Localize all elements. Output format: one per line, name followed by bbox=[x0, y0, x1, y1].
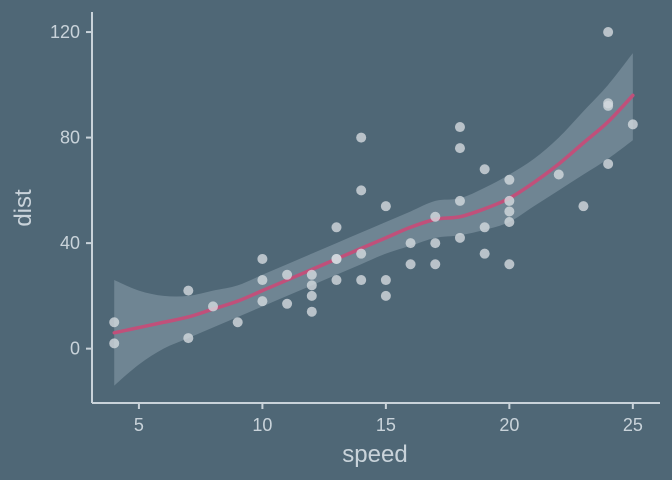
data-point bbox=[208, 301, 219, 312]
data-point bbox=[356, 132, 367, 143]
data-point bbox=[479, 164, 490, 175]
data-point bbox=[454, 143, 465, 154]
data-point bbox=[306, 269, 317, 280]
x-tick-label: 20 bbox=[499, 415, 519, 435]
data-point bbox=[454, 122, 465, 133]
data-point bbox=[109, 338, 120, 349]
smooth-trend-line bbox=[112, 93, 635, 335]
data-point bbox=[504, 206, 515, 217]
x-axis-title: speed bbox=[342, 441, 407, 468]
data-point bbox=[405, 238, 416, 249]
data-point bbox=[553, 169, 564, 180]
data-point bbox=[356, 185, 367, 196]
data-point bbox=[331, 253, 342, 264]
data-point bbox=[479, 248, 490, 259]
data-point bbox=[504, 217, 515, 228]
data-point bbox=[232, 317, 243, 328]
data-point bbox=[257, 296, 268, 307]
data-point bbox=[109, 317, 120, 328]
y-tick-label: 0 bbox=[70, 339, 80, 359]
data-point bbox=[183, 285, 194, 296]
data-point bbox=[430, 211, 441, 222]
x-tick-label: 10 bbox=[252, 415, 272, 435]
y-axis-title: dist bbox=[10, 189, 37, 227]
data-point bbox=[282, 298, 293, 309]
data-point bbox=[306, 280, 317, 291]
data-point bbox=[257, 253, 268, 264]
y-tick-label: 40 bbox=[60, 233, 80, 253]
data-point bbox=[603, 98, 614, 109]
data-point bbox=[380, 201, 391, 212]
data-point bbox=[306, 306, 317, 317]
data-point bbox=[504, 259, 515, 270]
smooth-line-layer bbox=[112, 93, 635, 335]
confidence-ribbon bbox=[114, 53, 633, 386]
data-point bbox=[331, 222, 342, 233]
data-point bbox=[603, 158, 614, 169]
data-point bbox=[356, 248, 367, 259]
data-point bbox=[504, 174, 515, 185]
data-point bbox=[430, 238, 441, 249]
y-tick-label: 120 bbox=[50, 22, 80, 42]
points-layer bbox=[109, 27, 638, 349]
data-point bbox=[479, 222, 490, 233]
data-point bbox=[454, 195, 465, 206]
data-point bbox=[282, 269, 293, 280]
data-point bbox=[578, 201, 589, 212]
data-point bbox=[356, 275, 367, 286]
data-point bbox=[454, 232, 465, 243]
data-point bbox=[405, 259, 416, 270]
data-point bbox=[627, 119, 638, 130]
data-point bbox=[257, 275, 268, 286]
data-point bbox=[380, 290, 391, 301]
x-tick-label: 25 bbox=[623, 415, 643, 435]
data-point bbox=[183, 333, 194, 344]
data-point bbox=[430, 259, 441, 270]
data-point bbox=[380, 275, 391, 286]
data-point bbox=[504, 195, 515, 206]
data-point bbox=[306, 290, 317, 301]
axes-layer: 5 10 15 20 25 0 40 80 120 bbox=[50, 12, 660, 435]
x-tick-label: 15 bbox=[376, 415, 396, 435]
x-tick-label: 5 bbox=[134, 415, 144, 435]
y-tick-label: 80 bbox=[60, 128, 80, 148]
data-point bbox=[603, 27, 614, 38]
data-point bbox=[331, 275, 342, 286]
confidence-ribbon-layer bbox=[114, 53, 633, 386]
